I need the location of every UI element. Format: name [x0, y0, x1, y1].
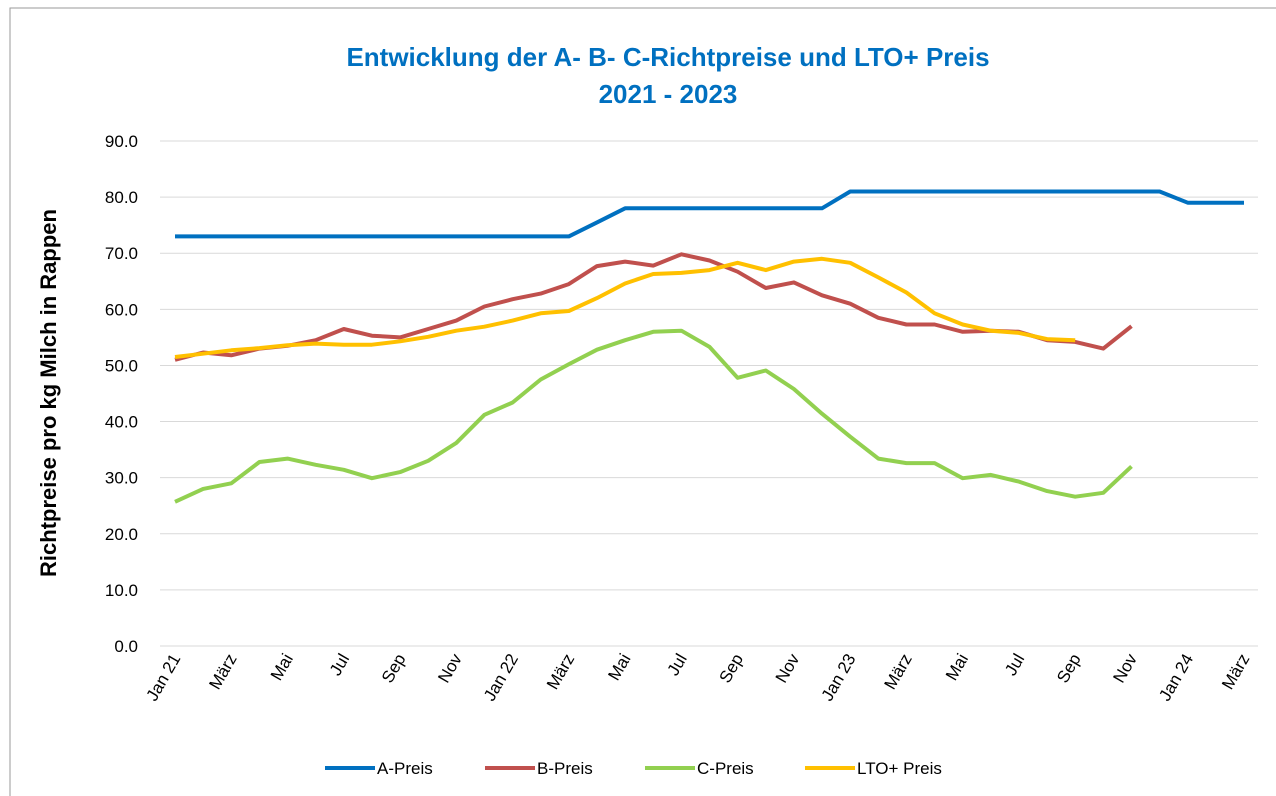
series-line — [174, 256, 1076, 359]
legend-label: LTO+ Preis — [857, 759, 942, 778]
chart-border — [9, 7, 1276, 796]
y-tick-label: 70.0 — [105, 244, 138, 263]
y-tick-label: 90.0 — [105, 132, 138, 151]
y-tick-label: 80.0 — [105, 188, 138, 207]
y-axis-label: Richtpreise pro kg Milch in Rappen — [36, 209, 61, 577]
y-tick-label: 50.0 — [105, 356, 138, 375]
legend-label: A-Preis — [377, 759, 433, 778]
y-tick-label: 40.0 — [105, 413, 138, 432]
y-tick-label: 60.0 — [105, 300, 138, 319]
y-tick-label: 0.0 — [114, 637, 138, 656]
series-line — [174, 328, 1133, 504]
y-tick-label: 30.0 — [105, 469, 138, 488]
chart-subtitle: 2021 - 2023 — [599, 79, 738, 109]
legend-label: C-Preis — [697, 759, 754, 778]
y-tick-label: 10.0 — [105, 581, 138, 600]
series-line — [175, 189, 1244, 239]
legend-label: B-Preis — [537, 759, 593, 778]
y-tick-label: 20.0 — [105, 525, 138, 544]
series-line — [174, 252, 1133, 362]
chart-title: Entwicklung der A- B- C-Richtpreise und … — [346, 42, 989, 72]
